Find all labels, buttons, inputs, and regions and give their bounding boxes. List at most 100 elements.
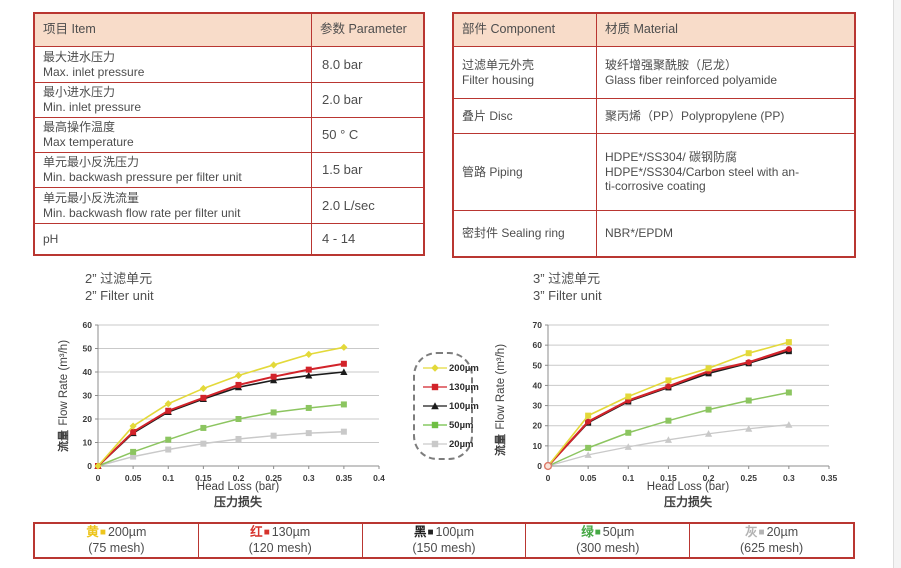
- material-cell: 玻纤增强聚酰胺（尼龙） Glass fiber reinforced polya…: [597, 47, 854, 98]
- svg-text:0.3: 0.3: [303, 473, 315, 483]
- svg-text:40: 40: [533, 380, 543, 390]
- color-name-zh: 黄: [86, 524, 99, 539]
- x-axis-label-en: Head Loss (bar): [646, 481, 730, 493]
- item-cell: 最大进水压力 Max. inlet pressure: [35, 47, 312, 82]
- page-edge-strip: [893, 0, 901, 568]
- color-swatch-icon: [263, 525, 272, 539]
- color-name-zh: 红: [250, 524, 263, 539]
- svg-text:0.2: 0.2: [233, 473, 245, 483]
- item-zh: 最大进水压力: [43, 49, 116, 64]
- table-row: 单元最小反洗压力 Min. backwash pressure per filt…: [35, 152, 423, 187]
- header-material: 材质 Material: [605, 22, 678, 37]
- svg-text:60: 60: [533, 340, 543, 350]
- header-component: 部件 Component: [454, 14, 597, 46]
- table-row: pH 4 - 14: [35, 223, 423, 254]
- svg-text:0: 0: [546, 473, 551, 483]
- material-cell: HDPE*/SS304/ 碳钢防腐 HDPE*/SS304/Carbon ste…: [597, 134, 854, 210]
- mesh-cell-200um: 黄 200µm (75 mesh): [35, 524, 198, 557]
- svg-text:0.15: 0.15: [660, 473, 677, 483]
- svg-text:10: 10: [83, 438, 93, 448]
- item-zh: pH: [43, 231, 59, 246]
- parameter-table-header: 项目 Item 参数 Parameter: [35, 14, 423, 46]
- color-name-zh: 黑: [413, 524, 427, 539]
- value-cell: 8.0 bar: [322, 56, 363, 72]
- svg-text:0.3: 0.3: [783, 473, 795, 483]
- value-cell: 4 - 14: [322, 231, 356, 247]
- header-parameter: 参数 Parameter: [320, 22, 407, 37]
- color-name-zh: 绿: [581, 524, 594, 539]
- y-axis-title-en: Flow Rate (m³/h): [495, 343, 507, 430]
- value-cell: 50 ° C: [322, 127, 359, 143]
- table-row: 管路 Piping HDPE*/SS304/ 碳钢防腐 HDPE*/SS304/…: [454, 133, 854, 210]
- parameter-table: 项目 Item 参数 Parameter 最大进水压力 Max. inlet p…: [33, 12, 425, 256]
- svg-text:0.25: 0.25: [740, 473, 757, 483]
- mesh-legend-table: 黄 200µm (75 mesh) 红 130µm (120 mesh) 黑 100µ…: [33, 522, 855, 559]
- svg-text:0.1: 0.1: [162, 473, 174, 483]
- material-line: 聚丙烯（PP）Polypropylene (PP): [605, 108, 785, 123]
- legend-label: 100µm: [449, 400, 479, 412]
- legend-label: 20µm: [449, 438, 474, 450]
- mesh-count: (150 mesh): [412, 540, 476, 555]
- svg-text:20: 20: [533, 421, 543, 431]
- legend-item: 20µm: [422, 435, 474, 454]
- color-name-zh: 灰: [745, 524, 758, 539]
- svg-text:0.4: 0.4: [373, 473, 385, 483]
- table-row: 叠片 Disc 聚丙烯（PP）Polypropylene (PP): [454, 98, 854, 133]
- table-row: 单元最小反洗流量 Min. backwash flow rate per fil…: [35, 187, 423, 223]
- item-zh: 最小进水压力: [43, 85, 116, 100]
- svg-text:30: 30: [83, 391, 93, 401]
- mesh-size: 20µm: [766, 524, 799, 539]
- chart-title-2in: 2” 过滤单元 2” Filter unit: [85, 271, 154, 305]
- component-cell: 管路 Piping: [454, 134, 597, 210]
- x-axis-label-2in: Head Loss (bar) 压力损失: [148, 481, 328, 509]
- item-cell: 单元最小反洗压力 Min. backwash pressure per filt…: [35, 153, 312, 187]
- material-line: ti-corrosive coating: [605, 179, 706, 194]
- svg-text:60: 60: [83, 320, 93, 330]
- table-row: 过滤单元外壳 Filter housing 玻纤增强聚酰胺（尼龙） Glass …: [454, 46, 854, 98]
- chart-title-en: 3” Filter unit: [533, 287, 602, 303]
- value-cell: 2.0 bar: [322, 92, 363, 108]
- svg-text:0: 0: [87, 461, 92, 471]
- item-en: Max. inlet pressure: [43, 64, 145, 79]
- svg-text:0.25: 0.25: [265, 473, 282, 483]
- mesh-count: (625 mesh): [739, 540, 804, 555]
- component-zh: 管路 Piping: [462, 164, 523, 179]
- item-cell: 单元最小反洗流量 Min. backwash flow rate per fil…: [35, 188, 312, 223]
- x-axis-label-en: Head Loss (bar): [196, 481, 280, 493]
- header-item: 项目 Item: [35, 14, 312, 46]
- svg-text:0: 0: [96, 473, 101, 483]
- y-axis-title-zh: 流量: [495, 434, 507, 457]
- flow-rate-chart-3in: 0 10 20 30 40 50 60 70 0 0.05 0.1 0.15 0.2 0.25 0.3 0.3…: [533, 320, 838, 483]
- material-cell: 聚丙烯（PP）Polypropylene (PP): [597, 99, 854, 133]
- flow-rate-chart-2in: 0 10 20 30 40 50 60 0 0.05 0.1 0.15 0.2 0.25 0.3 0.35 0…: [83, 320, 386, 483]
- item-en: Min. inlet pressure: [43, 100, 142, 114]
- legend-marker-50um-icon: [423, 421, 447, 429]
- svg-text:20: 20: [83, 414, 93, 424]
- svg-text:10: 10: [533, 441, 543, 451]
- svg-text:0.35: 0.35: [336, 473, 353, 483]
- component-table: 部件 Component 材质 Material 过滤单元外壳 Filter h…: [452, 12, 856, 258]
- material-line: Glass fiber reinforced polyamide: [605, 72, 778, 87]
- mesh-cell-130um: 红 130µm (120 mesh): [197, 524, 362, 557]
- svg-text:70: 70: [533, 320, 543, 330]
- item-cell: pH: [35, 224, 312, 254]
- component-en: Filter housing: [462, 72, 535, 87]
- component-zh: 过滤单元外壳: [462, 57, 535, 72]
- mesh-cell-20um: 灰 20µm (625 mesh): [689, 524, 853, 557]
- component-zh: 叠片 Disc: [462, 108, 513, 123]
- chart-title-en: 2” Filter unit: [85, 287, 154, 303]
- legend-label: 200µm: [449, 362, 479, 374]
- item-en: Min. backwash flow rate per filter unit: [43, 205, 241, 220]
- x-axis-label-3in: Head Loss (bar) 压力损失: [598, 481, 778, 509]
- material-line: HDPE*/SS304/Carbon steel with an-: [605, 164, 800, 179]
- svg-text:50: 50: [83, 344, 93, 354]
- svg-text:0.15: 0.15: [195, 473, 212, 483]
- legend-label: 130µm: [449, 381, 479, 393]
- component-zh: 密封件 Sealing ring: [462, 226, 565, 241]
- mesh-size: 200µm: [107, 524, 147, 539]
- mesh-size: 130µm: [271, 524, 311, 539]
- item-cell: 最小进水压力 Min. inlet pressure: [35, 83, 312, 117]
- item-zh: 最高操作温度: [43, 120, 116, 135]
- x-axis-label-zh: 压力损失: [213, 494, 262, 509]
- item-zh: 单元最小反洗流量: [43, 190, 140, 205]
